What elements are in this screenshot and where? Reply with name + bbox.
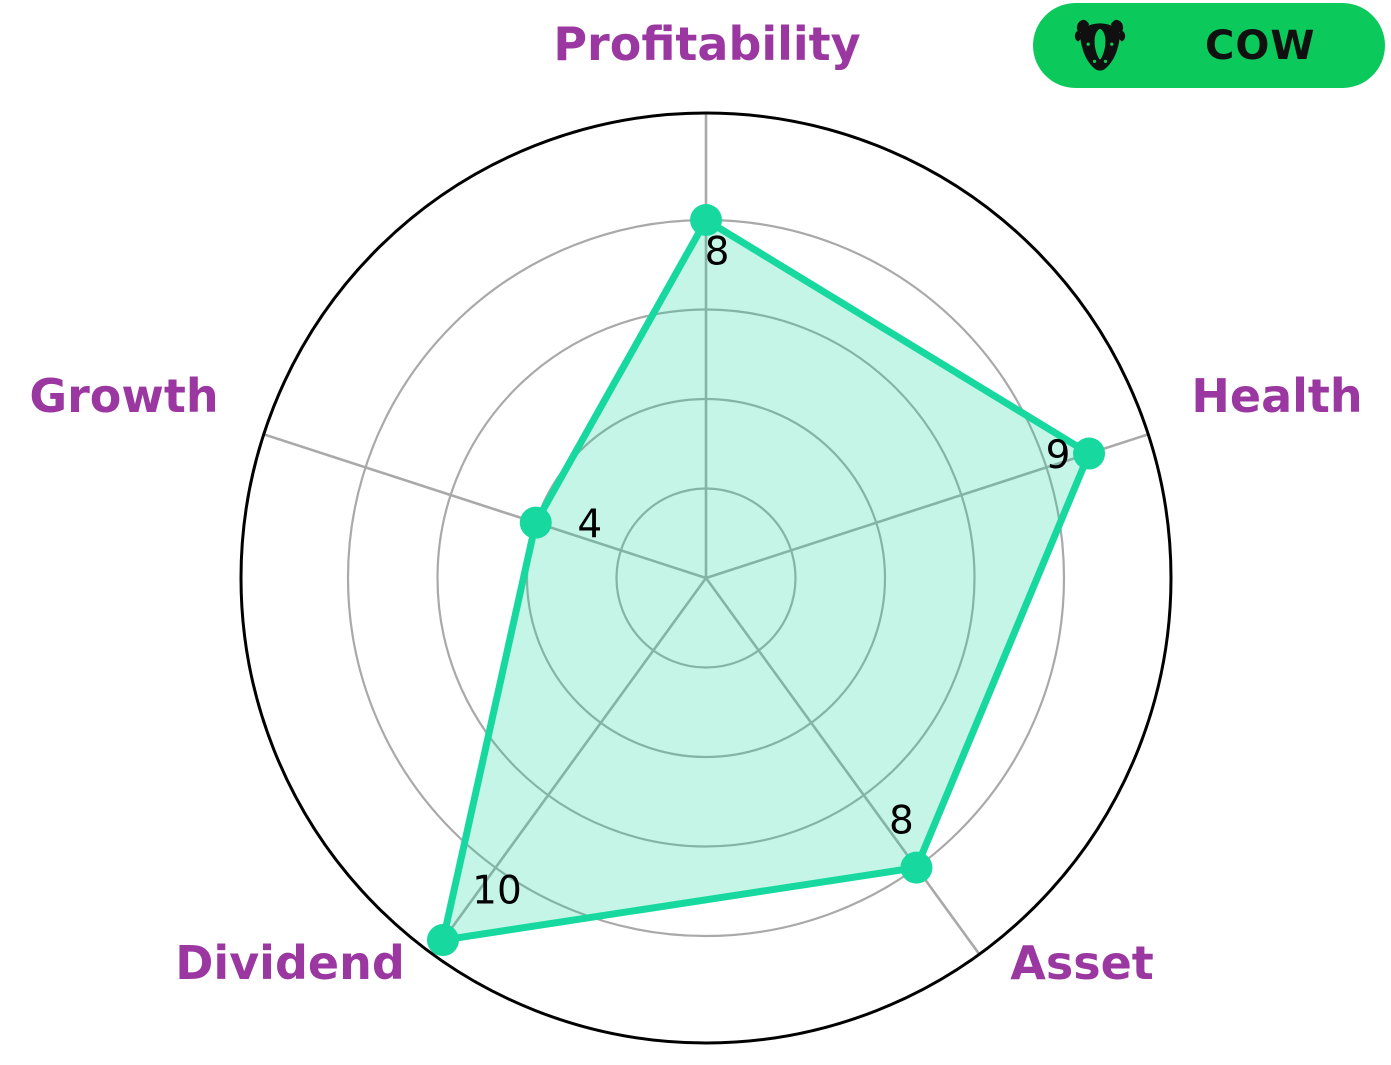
cow-head bbox=[1080, 22, 1120, 70]
axis-label-asset: Asset bbox=[1010, 936, 1154, 990]
data-point-dividend bbox=[426, 924, 459, 957]
data-point-growth bbox=[519, 506, 552, 539]
data-point-health bbox=[1073, 437, 1106, 470]
value-label-dividend: 10 bbox=[472, 869, 522, 914]
cow-ear-right bbox=[1116, 30, 1126, 41]
cow-horn-left bbox=[1076, 19, 1090, 33]
cow-horn-right bbox=[1110, 19, 1124, 33]
axis-label-dividend: Dividend bbox=[175, 936, 405, 990]
cow-icon bbox=[1071, 17, 1129, 75]
axis-spoke bbox=[431, 577, 708, 955]
outer-ring bbox=[239, 111, 1173, 1045]
cow-ear-left bbox=[1074, 30, 1084, 41]
data-point-profitability bbox=[690, 204, 722, 236]
axis-spoke bbox=[263, 433, 707, 580]
value-label-health: 9 bbox=[1046, 433, 1071, 478]
value-label-asset: 8 bbox=[889, 798, 914, 843]
axis-label-growth: Growth bbox=[29, 369, 219, 423]
ticker-badge[interactable]: COW bbox=[1033, 3, 1385, 88]
value-label-profitability: 8 bbox=[705, 230, 730, 275]
axis-spoke bbox=[704, 577, 981, 955]
data-point-asset bbox=[900, 851, 933, 884]
series-polygon bbox=[439, 216, 1093, 944]
axis-label-health: Health bbox=[1191, 369, 1363, 423]
value-label-growth: 4 bbox=[577, 502, 602, 547]
axis-label-profitability: Profitability bbox=[553, 17, 861, 71]
ticker-label: COW bbox=[1205, 22, 1316, 69]
